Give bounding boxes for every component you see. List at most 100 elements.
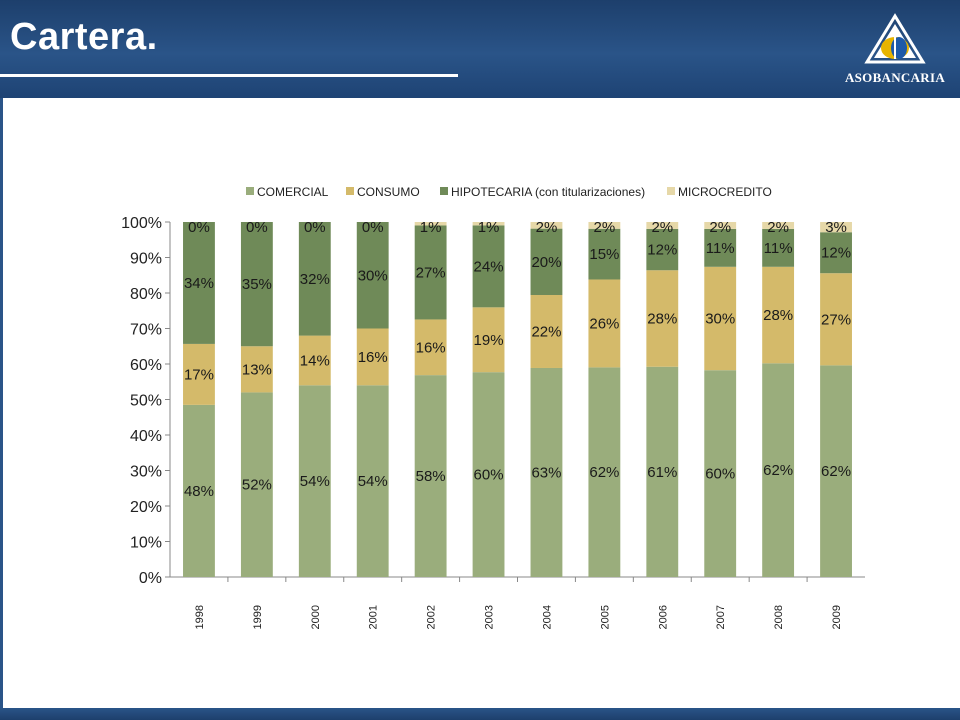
x-tick-label: 2007 — [715, 605, 727, 629]
bar-segment — [472, 372, 505, 577]
data-label: 32% — [300, 271, 330, 288]
bar-segment — [762, 228, 795, 267]
bar-segment — [646, 270, 679, 367]
x-tick-label: 2004 — [541, 605, 553, 629]
x-tick-label: 2001 — [368, 605, 380, 629]
legend-swatch — [346, 187, 354, 195]
data-label: 12% — [647, 242, 677, 259]
bar-segment — [530, 367, 563, 577]
bar-segment — [356, 328, 389, 386]
legend-label: COMERCIAL — [257, 185, 329, 199]
y-tick-label: 30% — [130, 464, 162, 481]
bar-segment — [472, 222, 505, 226]
bar-segment — [704, 222, 737, 229]
legend-label: MICROCREDITO — [678, 185, 772, 199]
chart-bars — [183, 222, 852, 577]
data-label: 48% — [184, 483, 214, 500]
legend-swatch — [246, 187, 254, 195]
y-tick-label: 20% — [130, 499, 162, 516]
bar-segment — [646, 222, 679, 229]
legend-label: CONSUMO — [357, 185, 420, 199]
data-label: 0% — [304, 219, 326, 236]
bar-segment — [414, 222, 447, 226]
y-tick-label: 10% — [130, 535, 162, 552]
data-label: 2% — [709, 219, 731, 236]
x-tick-label: 2008 — [773, 605, 785, 629]
data-label: 0% — [362, 219, 384, 236]
bar-segment — [762, 222, 795, 229]
data-label: 0% — [188, 219, 210, 236]
data-label: 15% — [589, 246, 619, 263]
bar-segment — [183, 404, 215, 577]
data-label: 62% — [821, 463, 851, 480]
y-tick-label: 0% — [139, 570, 162, 587]
data-label: 17% — [184, 366, 214, 383]
data-label: 3% — [825, 219, 847, 236]
x-tick-label: 2002 — [426, 605, 438, 629]
data-label: 22% — [531, 323, 561, 340]
bar-segment — [530, 222, 563, 229]
bar-segment — [820, 222, 852, 233]
x-tick-label: 2009 — [831, 605, 843, 629]
data-label: 30% — [358, 267, 388, 284]
data-label: 62% — [763, 462, 793, 479]
data-label: 13% — [242, 361, 272, 378]
x-tick-label: 1998 — [194, 605, 206, 629]
slide-footer — [0, 708, 960, 720]
y-tick-label: 50% — [130, 393, 162, 410]
data-label: 58% — [416, 468, 446, 485]
legend-swatch — [440, 187, 448, 195]
data-label: 2% — [594, 219, 616, 236]
bar-segment — [240, 346, 273, 393]
data-label: 16% — [416, 339, 446, 356]
bar-segment — [820, 273, 852, 366]
bar-segment — [472, 225, 505, 308]
x-tick-label: 1999 — [252, 605, 264, 629]
data-label: 54% — [300, 473, 330, 490]
data-label: 61% — [647, 464, 677, 481]
data-label: 11% — [706, 240, 735, 257]
data-label: 20% — [531, 254, 561, 271]
bar-segment — [414, 225, 447, 320]
bar-segment — [356, 222, 389, 329]
data-label: 60% — [474, 467, 504, 484]
data-label: 1% — [420, 219, 442, 236]
data-label: 62% — [589, 464, 619, 481]
data-label: 63% — [531, 464, 561, 481]
legend-swatch — [667, 187, 675, 195]
data-label: 27% — [821, 311, 851, 328]
slide-header: Cartera. ASOBANCARIA — [0, 0, 960, 98]
bar-segment — [298, 335, 331, 386]
data-label: 28% — [763, 307, 793, 324]
y-tick-label: 70% — [130, 322, 162, 339]
data-label: 26% — [589, 315, 619, 332]
data-label: 52% — [242, 477, 272, 494]
logo-emblem-icon — [864, 13, 926, 64]
bar-segment — [588, 228, 621, 280]
title-underline — [0, 74, 458, 77]
bar-segment — [298, 222, 331, 336]
y-tick-label: 100% — [121, 215, 162, 232]
logo-text: ASOBANCARIA — [844, 70, 946, 85]
asobancaria-logo: ASOBANCARIA — [836, 12, 954, 96]
bar-segment — [704, 370, 737, 577]
data-label: 1% — [478, 219, 500, 236]
data-label: 2% — [767, 219, 789, 236]
slide-title: Cartera. — [10, 16, 158, 58]
bar-segment — [530, 294, 563, 368]
x-tick-label: 2003 — [484, 605, 496, 629]
bar-segment — [183, 343, 215, 405]
bar-segment — [762, 363, 795, 577]
chart-legend: COMERCIAL CONSUMO HIPOTECARIA (con titular… — [246, 185, 772, 199]
x-tick-label: 2006 — [657, 605, 669, 629]
legend-label: HIPOTECARIA (con titularizaciones) — [451, 185, 645, 199]
data-label: 30% — [705, 311, 735, 328]
data-label: 0% — [246, 219, 268, 236]
y-tick-label: 90% — [130, 251, 162, 268]
bar-segment — [588, 222, 621, 229]
bar-segment — [588, 279, 621, 368]
data-label: 24% — [474, 258, 504, 275]
bar-segment — [240, 222, 273, 347]
data-label: 35% — [242, 276, 272, 293]
